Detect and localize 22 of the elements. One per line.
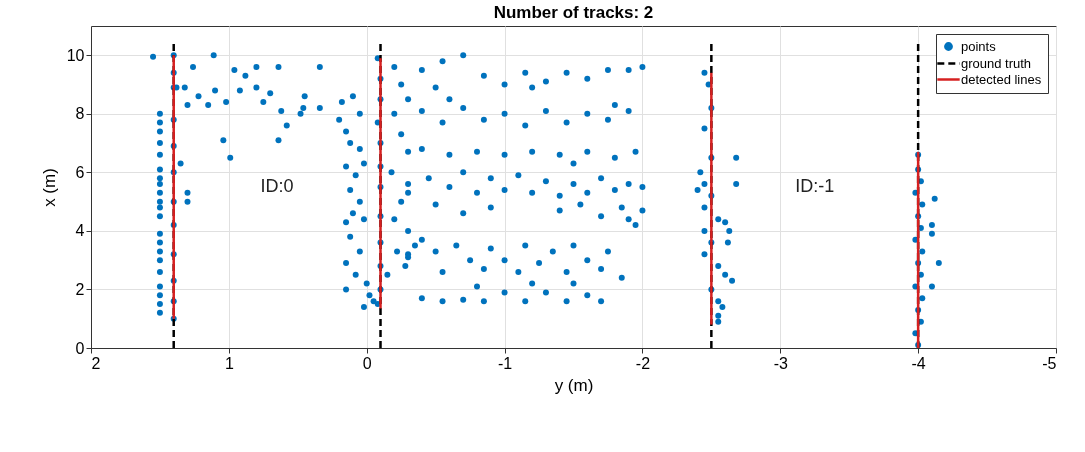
x-tick-label: -2	[635, 354, 651, 372]
y-tick-label: 6	[75, 163, 85, 181]
x-tick-label: 1	[224, 354, 234, 372]
annotation: ID:0	[260, 176, 294, 196]
y-tick-label: 0	[75, 339, 85, 357]
x-tick-label: -1	[497, 354, 513, 372]
y-axis-title: x (m)	[39, 168, 59, 207]
chart-title: Number of tracks: 2	[493, 3, 654, 22]
x-axis-title: y (m)	[554, 375, 594, 395]
legend-label: ground truth	[961, 55, 1032, 71]
x-tick-label: 2	[91, 354, 101, 372]
legend-label: points	[961, 38, 997, 54]
y-tick-label: 2	[75, 280, 85, 298]
y-tick-label: 10	[66, 46, 85, 64]
y-tick-label: 8	[75, 105, 85, 123]
x-tick-label: -4	[911, 354, 926, 372]
x-tick-label: -3	[773, 354, 788, 372]
legend-label: detected lines	[961, 71, 1042, 87]
y-tick-label: 4	[75, 222, 85, 240]
x-tick-label: 0	[362, 354, 372, 372]
x-tick-label: -5	[1042, 354, 1057, 372]
annotation: ID:-1	[795, 176, 835, 196]
